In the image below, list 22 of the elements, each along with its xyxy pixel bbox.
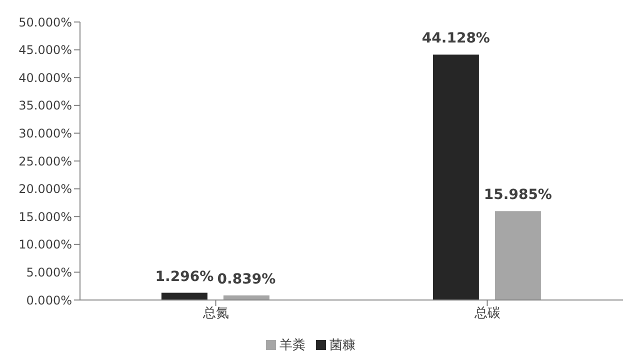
data-label: 15.985%: [484, 187, 552, 204]
bar: [161, 292, 208, 300]
x-tick-label: 总碳: [473, 306, 500, 322]
y-tick-label: 45.000%: [18, 43, 72, 58]
y-tick-label: 5.000%: [26, 265, 72, 280]
y-tick-label: 30.000%: [18, 126, 72, 140]
y-tick-label: 50.000%: [18, 15, 72, 30]
y-tick-label: 20.000%: [18, 182, 72, 196]
y-tick-label: 0.000%: [26, 293, 72, 308]
y-tick-label: 15.000%: [18, 210, 72, 224]
data-label: 1.296%: [155, 268, 214, 285]
legend-label: 羊粪: [280, 338, 306, 353]
y-tick-label: 35.000%: [18, 98, 72, 113]
x-tick-label: 总氮: [202, 306, 229, 322]
bar: [432, 54, 479, 300]
bar: [494, 211, 541, 300]
data-label: 0.839%: [217, 271, 276, 288]
y-tick-label: 25.000%: [18, 154, 72, 168]
legend-label: 菌糠: [330, 338, 356, 353]
data-label: 44.128%: [422, 30, 490, 47]
y-tick-label: 10.000%: [18, 238, 72, 252]
y-tick-label: 40.000%: [18, 70, 72, 85]
